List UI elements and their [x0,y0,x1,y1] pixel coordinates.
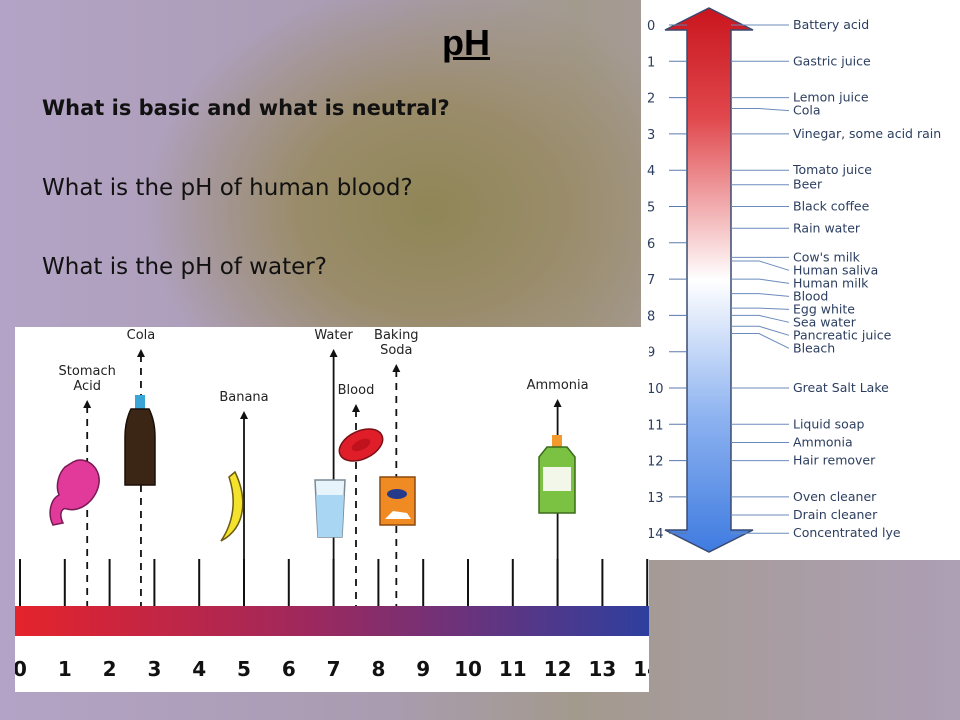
scale-item-label: Pancreatic juice [793,327,892,342]
scale-item-label: Gastric juice [793,53,871,68]
banana-icon [220,470,244,542]
scale-item-label: Sea water [793,314,857,329]
scale-item-label: Ammonia [793,434,853,449]
scale-item-label: Blood [793,288,828,303]
scale-item-label: Cola [793,103,821,118]
ph-line-number: 2 [103,657,117,681]
ph-line-marker-arrowhead [392,364,401,372]
scale-item-label: Cow's milk [793,249,861,264]
scale-leader-line [731,307,790,310]
ph-line-number: 6 [282,657,296,681]
scale-number: 10 [647,382,664,397]
ph-line-marker-arrowhead [553,399,562,407]
ph-line-marker-arrowhead [329,349,338,357]
scale-item-label: Black coffee [793,199,870,214]
ph-line-number: 1 [58,657,72,681]
scale-number: 3 [647,128,655,143]
scale-item-label: Beer [793,177,823,192]
cola-bottle-icon [124,395,156,486]
scale-number: 12 [647,455,664,470]
scale-item-label: Vinegar, some acid rain [793,126,941,141]
substance-label: Baking Soda [374,328,419,358]
substance-label: Blood [338,383,375,398]
scale-leader-line [731,325,790,336]
ph-line-marker-arrowhead [240,411,248,419]
scale-leader-line [731,314,790,323]
scale-item-label: Human milk [793,275,869,290]
scale-number: 1 [647,55,655,70]
substance-label: Ammonia [527,378,589,393]
ph-scale-diagram: 0 1 2 3 4 5 6 7 8 9 10 11 12 13 14 Battery acid Gastric… [641,0,960,560]
substance-label: Stomach Acid [59,364,116,394]
scale-number: 7 [647,273,655,288]
scale-number: 2 [647,92,655,107]
ph-line-marker-arrowhead [352,404,360,412]
ph-color-bar [15,606,649,636]
scale-item-label: Rain water [793,220,861,235]
ammonia-bottle-icon [538,435,576,514]
ph-line-number: 12 [544,657,572,681]
substance-label: Cola [127,328,156,343]
ph-line-number: 8 [371,657,385,681]
scale-item-label: Lemon juice [793,90,869,105]
blood-cell-icon [338,428,384,462]
ph-line-number: 13 [588,657,616,681]
scale-leader-line [731,333,790,349]
ph-line-number: 9 [416,657,430,681]
stomach-icon [49,459,100,526]
ph-line-number: 4 [192,657,206,681]
ph-line-marker-arrowhead [136,349,145,357]
scale-number: 9 [647,346,655,361]
scale-item-label: Great Salt Lake [793,380,889,395]
question-basic-neutral: What is basic and what is neutral? [42,96,450,120]
scale-number: 13 [647,491,664,506]
scale-number: 6 [647,237,655,252]
scale-item-label: Oven cleaner [793,489,877,504]
substance-label: Water [314,328,353,343]
scale-leader-line [731,293,790,297]
ph-scale-arrow [664,7,754,553]
scale-item-label: Drain cleaner [793,507,878,522]
scale-item-label: Concentrated lye [793,525,901,540]
scale-leader-line [731,107,790,112]
scale-item-label: Tomato juice [792,162,872,177]
ph-line-number: 7 [327,657,341,681]
scale-item-label: Liquid soap [793,416,864,431]
substance-label: Banana [219,390,268,405]
question-blood-ph: What is the pH of human blood? [42,175,413,201]
scale-number: 5 [647,201,655,216]
scale-number: 0 [647,19,655,34]
ph-line-number: 5 [237,657,251,681]
ph-line-number: 10 [454,657,482,681]
scale-number: 8 [647,309,655,324]
scale-item-label: Human saliva [793,262,878,277]
scale-item-label: Egg white [793,301,855,316]
slide-title: pH [442,22,490,63]
ph-line-marker-arrowhead [83,400,92,408]
ph-line-number: 0 [15,657,27,681]
scale-number: 14 [647,527,664,542]
baking-soda-box-icon [379,476,416,526]
scale-item-label: Battery acid [793,17,869,32]
ph-line-number: 11 [499,657,527,681]
scale-leader-line [731,260,790,271]
scale-item-label: Hair remover [793,453,876,468]
scale-leader-line [731,278,790,284]
ph-line-number: 14 [633,657,649,681]
question-water-ph: What is the pH of water? [42,254,327,280]
scale-number: 11 [647,418,664,433]
ph-line-number: 3 [147,657,161,681]
scale-item-label: Bleach [793,340,835,355]
water-glass-icon [314,479,346,538]
scale-number: 4 [647,164,655,179]
